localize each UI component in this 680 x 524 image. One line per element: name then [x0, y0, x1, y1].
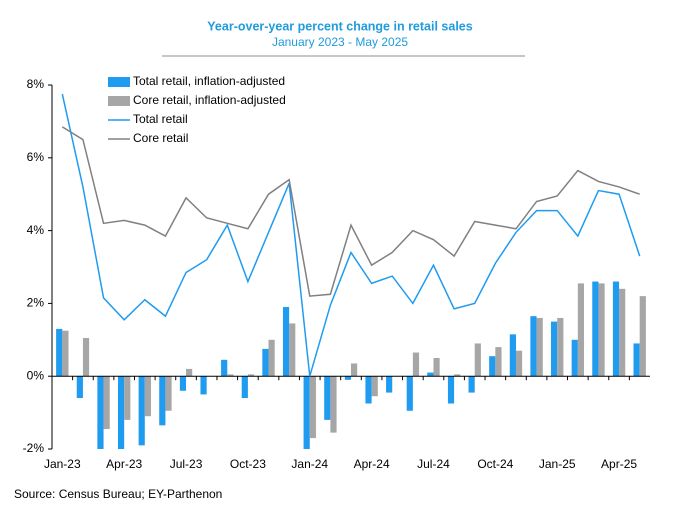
- y-tick-label: 0%: [27, 368, 45, 382]
- bar: [144, 376, 151, 417]
- x-tick-label: Apr-24: [354, 457, 390, 471]
- bar: [612, 281, 620, 377]
- bar: [639, 296, 646, 377]
- bar: [371, 376, 378, 397]
- y-tick-label: -2%: [23, 441, 45, 455]
- bar: [56, 328, 63, 377]
- line-series: [61, 93, 641, 377]
- bar: [330, 376, 337, 433]
- x-tick-label: Jan-25: [539, 457, 576, 471]
- bar: [82, 337, 90, 377]
- x-tick-label: Oct-24: [477, 457, 513, 471]
- x-tick-label: Jul-24: [417, 457, 450, 471]
- bar: [268, 339, 275, 377]
- bar: [165, 376, 172, 411]
- bar: [495, 347, 502, 377]
- bar: [103, 376, 110, 429]
- bar: [179, 376, 187, 391]
- bar: [412, 352, 420, 377]
- bar: [468, 376, 475, 393]
- line-series: [61, 126, 640, 297]
- bar: [159, 376, 166, 426]
- bar: [303, 376, 310, 449]
- bar: [598, 283, 605, 377]
- x-tick-label: Apr-25: [601, 457, 637, 471]
- bar: [536, 317, 543, 377]
- y-tick-label: 2%: [27, 296, 45, 310]
- bar: [530, 316, 537, 377]
- bar: [577, 283, 585, 377]
- bar: [200, 376, 207, 395]
- bar: [592, 281, 599, 377]
- bar: [619, 288, 626, 377]
- bar: [489, 356, 496, 377]
- legend-swatch: [108, 96, 130, 106]
- bar: [247, 374, 255, 377]
- bar: [454, 374, 461, 377]
- bar: [117, 376, 125, 449]
- chart-title: Year-over-year percent change in retail …: [207, 19, 472, 33]
- legend-swatch: [108, 77, 130, 87]
- chart-subtitle: January 2023 - May 2025: [272, 35, 408, 49]
- x-tick-label: Jul-23: [170, 457, 203, 471]
- x-tick-label: Apr-23: [106, 457, 142, 471]
- bar: [262, 348, 269, 377]
- x-tick-label: Jan-24: [291, 457, 328, 471]
- bar: [62, 330, 69, 377]
- legend-label: Core retail: [133, 131, 188, 145]
- bar: [124, 376, 131, 420]
- bar: [386, 376, 393, 393]
- bar: [557, 317, 564, 377]
- bar: [509, 334, 516, 377]
- x-tick-label: Oct-23: [230, 457, 266, 471]
- bar: [186, 368, 193, 377]
- x-tick-label: Jan-23: [44, 457, 81, 471]
- bar: [282, 307, 290, 377]
- bar: [571, 339, 578, 377]
- bar: [365, 376, 372, 404]
- y-tick-label: 6%: [27, 150, 45, 164]
- bar: [97, 376, 104, 449]
- bar: [324, 376, 331, 420]
- bar: [427, 372, 434, 377]
- bar: [433, 358, 440, 377]
- bar: [241, 376, 248, 399]
- bar: [447, 376, 455, 404]
- bar: [221, 359, 228, 377]
- legend-label: Total retail: [133, 112, 188, 126]
- bar: [138, 376, 145, 446]
- bar: [515, 350, 523, 377]
- legend-label: Total retail, inflation-adjusted: [133, 74, 285, 88]
- bar: [551, 321, 558, 377]
- bar: [309, 376, 316, 439]
- bar: [633, 343, 640, 377]
- bar: [227, 374, 234, 377]
- bar: [351, 363, 358, 377]
- bar: [406, 376, 413, 411]
- y-tick-label: 4%: [27, 223, 45, 237]
- bar: [344, 376, 351, 380]
- legend-label: Core retail, inflation-adjusted: [133, 93, 286, 107]
- y-tick-label: 8%: [27, 77, 45, 91]
- source-note: Source: Census Bureau; EY-Parthenon: [14, 487, 222, 501]
- bar: [474, 343, 481, 377]
- bar: [76, 376, 83, 399]
- bar: [289, 323, 296, 377]
